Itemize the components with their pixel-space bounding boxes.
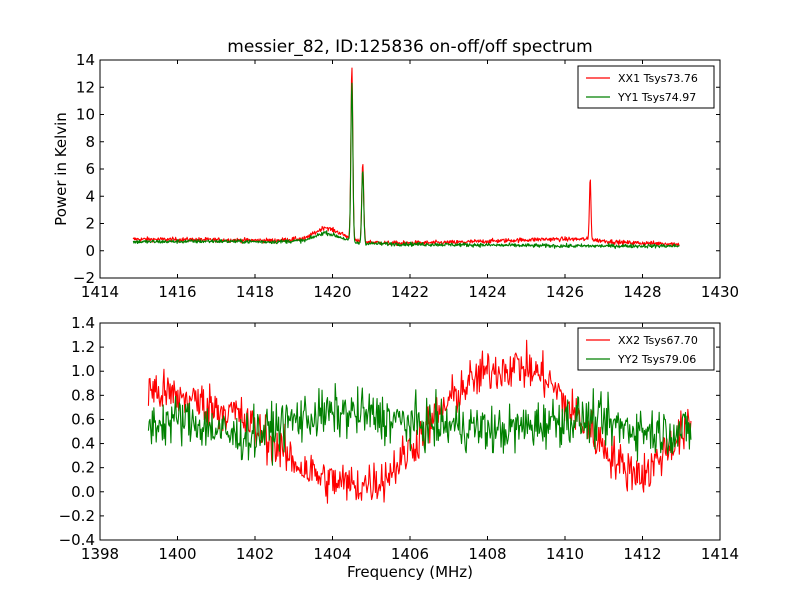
legend: XX2 Tsys67.70 YY2 Tsys79.06 xyxy=(577,327,715,371)
series-line-yy xyxy=(132,82,680,250)
legend-label: XX1 Tsys73.76 xyxy=(618,72,698,85)
x-tick-label: 1420 xyxy=(313,283,351,301)
x-tick-label: 1422 xyxy=(391,283,429,301)
y-tick-label: 4 xyxy=(85,187,95,205)
y-axis-label: Power in Kelvin xyxy=(52,112,70,226)
x-tick-label: 1428 xyxy=(623,283,661,301)
series-line-yy xyxy=(147,383,692,466)
y-tick-label: 1.0 xyxy=(71,362,95,380)
legend-box xyxy=(577,65,715,109)
y-tick-label: 8 xyxy=(85,133,95,151)
x-tick-label: 1416 xyxy=(158,283,196,301)
y-tick-label: −0.2 xyxy=(59,507,95,525)
x-tick-label: 1424 xyxy=(468,283,506,301)
y-tick-label: 2 xyxy=(85,215,95,233)
y-tick-label: 1.2 xyxy=(71,338,95,356)
x-tick-label: 1412 xyxy=(623,545,661,563)
x-tick-label: 1414 xyxy=(81,283,119,301)
x-axis-label: Frequency (MHz) xyxy=(347,563,473,581)
plot-area xyxy=(132,67,680,250)
y-tick-label: 6 xyxy=(85,160,95,178)
x-tick-label: 1414 xyxy=(701,545,739,563)
x-tick-label: 1430 xyxy=(701,283,739,301)
bottom-spectrum-panel: 1398 1400 1402 1404 1406 1408 1410 1412 1414 −0.4… xyxy=(59,314,740,581)
y-tick-label: 14 xyxy=(76,51,95,69)
x-tick-label: 1410 xyxy=(546,545,584,563)
y-tick-label: 0.8 xyxy=(71,386,95,404)
x-tick-label: 1406 xyxy=(391,545,429,563)
legend: XX1 Tsys73.76 YY1 Tsys74.97 xyxy=(577,65,715,109)
x-tick-label: 1426 xyxy=(546,283,584,301)
y-tick-label: 0.0 xyxy=(71,483,95,501)
x-tick-label: 1404 xyxy=(313,545,351,563)
y-tick-label: 0.6 xyxy=(71,410,95,428)
x-tick-label: 1418 xyxy=(236,283,274,301)
y-tick-label: −2 xyxy=(73,269,95,287)
x-tick-label: 1408 xyxy=(468,545,506,563)
chart-title: messier_82, ID:125836 on-off/off spectru… xyxy=(227,37,592,57)
plot-area xyxy=(147,339,692,504)
y-tick-label: 0.4 xyxy=(71,435,95,453)
y-tick-label: 0 xyxy=(85,242,95,260)
legend-label: XX2 Tsys67.70 xyxy=(618,334,698,347)
legend-box xyxy=(577,327,715,371)
legend-label: YY1 Tsys74.97 xyxy=(617,91,696,104)
x-tick-label: 1398 xyxy=(81,545,119,563)
legend-label: YY2 Tsys79.06 xyxy=(617,353,696,366)
y-tick-label: 12 xyxy=(76,78,95,96)
y-tick-label: −0.4 xyxy=(59,531,95,549)
y-tick-label: 1.4 xyxy=(71,314,95,332)
x-tick-label: 1400 xyxy=(158,545,196,563)
y-tick-label: 0.2 xyxy=(71,459,95,477)
top-spectrum-panel: 1414 1416 1418 1420 1422 1424 1426 1428 1430 −2 0 2… xyxy=(52,51,739,301)
y-tick-label: 10 xyxy=(76,106,95,124)
x-tick-label: 1402 xyxy=(236,545,274,563)
